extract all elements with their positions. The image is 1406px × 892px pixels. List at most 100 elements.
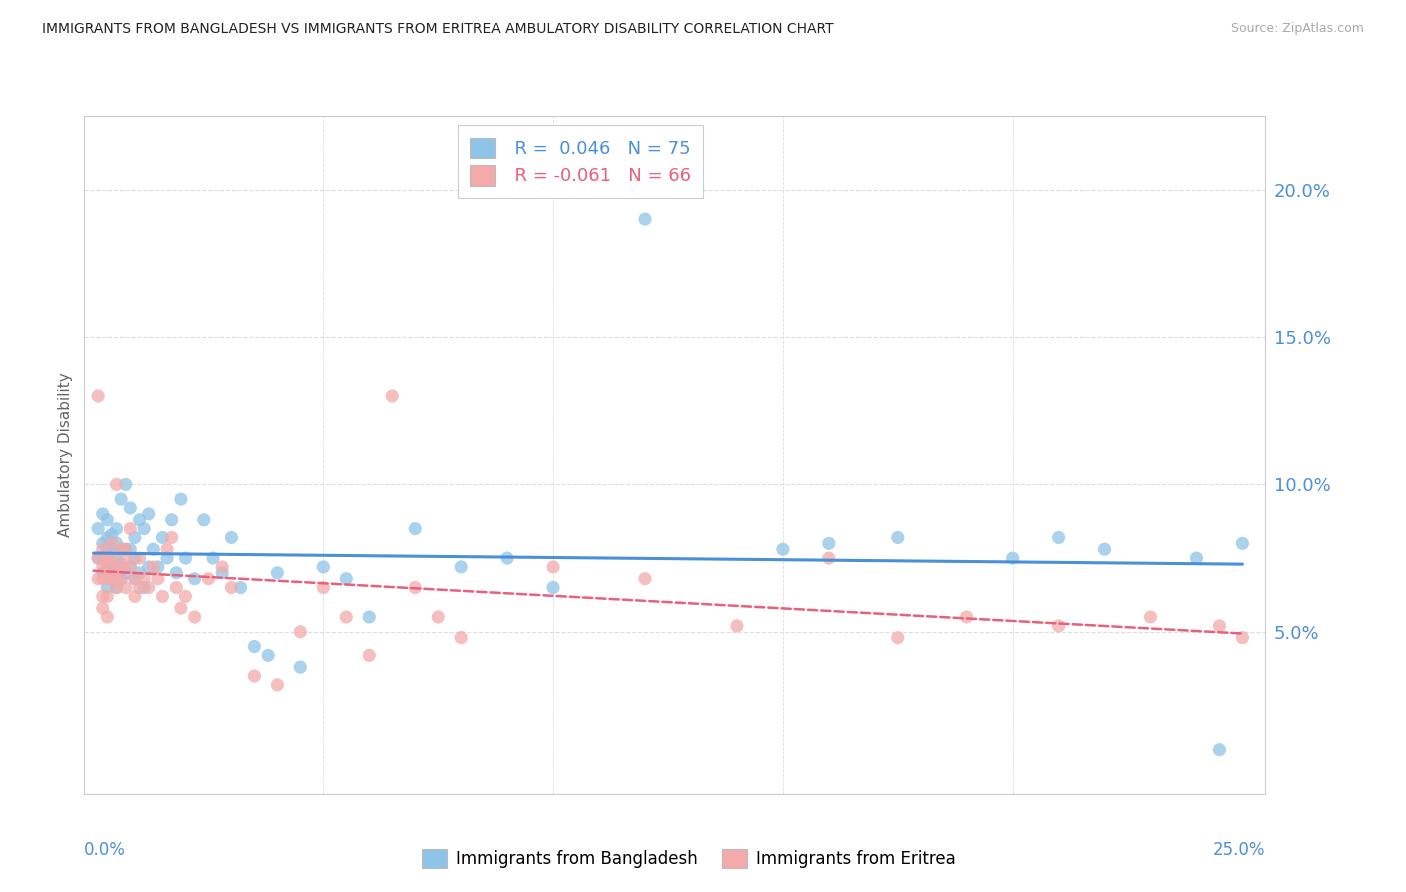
Point (96, 551, 118, 566)
Point (124, 572, 146, 586)
Point (105, 581, 128, 595)
Point (114, 551, 136, 566)
Point (335, 610, 357, 624)
Point (381, 389, 404, 403)
Point (110, 560, 132, 574)
Point (114, 477, 136, 491)
Point (132, 581, 155, 595)
Point (170, 601, 193, 615)
Point (120, 522, 142, 536)
Point (101, 542, 124, 557)
Point (146, 572, 169, 586)
Point (101, 536, 124, 550)
Point (312, 560, 335, 574)
Point (229, 581, 252, 595)
Point (817, 536, 839, 550)
Text: 0.0%: 0.0% (84, 841, 127, 859)
Point (290, 660, 312, 674)
Point (887, 631, 910, 645)
Point (91, 601, 114, 615)
Text: 25.0%: 25.0% (1213, 841, 1265, 859)
Point (87, 551, 110, 566)
Point (152, 590, 174, 604)
Point (183, 572, 205, 586)
Point (124, 590, 146, 604)
Point (174, 590, 197, 604)
Point (96, 560, 118, 574)
Point (359, 610, 381, 624)
Point (110, 572, 132, 586)
Point (152, 531, 174, 545)
Point (91, 542, 114, 557)
Point (1232, 631, 1254, 645)
Point (128, 566, 150, 580)
Point (404, 581, 426, 595)
Point (138, 560, 160, 574)
Point (110, 572, 132, 586)
Point (105, 572, 128, 586)
Point (1047, 531, 1070, 545)
Point (87, 551, 110, 566)
Point (128, 551, 150, 566)
Point (142, 542, 165, 557)
Point (887, 531, 910, 545)
Point (91, 507, 114, 521)
Point (1094, 542, 1116, 557)
Point (128, 581, 150, 595)
Point (87, 522, 110, 536)
Point (114, 542, 136, 557)
Point (120, 560, 142, 574)
Point (160, 513, 183, 527)
Point (124, 572, 146, 586)
Text: Source: ZipAtlas.com: Source: ZipAtlas.com (1230, 22, 1364, 36)
Point (91, 590, 114, 604)
Point (193, 513, 215, 527)
Point (114, 581, 136, 595)
Point (132, 522, 155, 536)
Point (124, 551, 146, 566)
Point (165, 581, 187, 595)
Point (96, 610, 118, 624)
Point (160, 531, 183, 545)
Point (221, 581, 243, 595)
Point (96, 581, 118, 595)
Point (1047, 619, 1070, 633)
Point (312, 581, 335, 595)
Legend:   R =  0.046   N = 75,   R = -0.061   N = 66: R = 0.046 N = 75, R = -0.061 N = 66 (457, 125, 703, 198)
Point (496, 551, 519, 566)
Point (101, 551, 124, 566)
Point (101, 527, 124, 541)
Point (211, 566, 233, 580)
Point (105, 566, 128, 580)
Point (124, 531, 146, 545)
Legend: Immigrants from Bangladesh, Immigrants from Eritrea: Immigrants from Bangladesh, Immigrants f… (416, 843, 962, 875)
Point (105, 522, 128, 536)
Point (243, 640, 266, 654)
Point (110, 542, 132, 557)
Point (1208, 619, 1230, 633)
Point (817, 551, 839, 566)
Point (91, 560, 114, 574)
Point (142, 560, 165, 574)
Point (772, 542, 794, 557)
Point (197, 572, 219, 586)
Point (101, 572, 124, 586)
Point (96, 566, 118, 580)
Point (110, 492, 132, 507)
Point (96, 590, 118, 604)
Point (1208, 742, 1230, 756)
Point (257, 648, 280, 663)
Point (427, 610, 450, 624)
Point (105, 551, 128, 566)
Point (634, 572, 657, 586)
Point (91, 566, 114, 580)
Point (1232, 536, 1254, 550)
Point (138, 581, 160, 595)
Point (956, 610, 979, 624)
Point (725, 619, 748, 633)
Point (450, 560, 472, 574)
Point (335, 572, 357, 586)
Point (110, 557, 132, 571)
Point (221, 531, 243, 545)
Point (105, 477, 128, 491)
